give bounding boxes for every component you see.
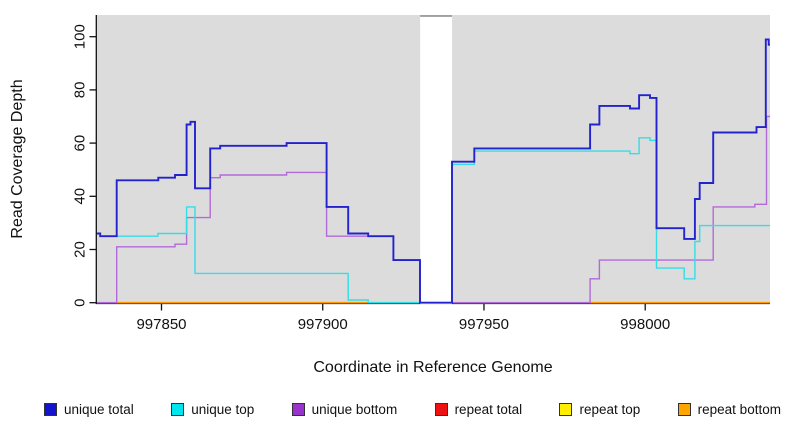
legend: unique total unique top unique bottom repea… bbox=[44, 398, 781, 420]
legend-item-repeat-total: repeat total bbox=[434, 401, 523, 417]
legend-swatch-icon bbox=[171, 402, 185, 416]
legend-label: repeat bottom bbox=[697, 401, 781, 417]
legend-item-unique-total: unique total bbox=[44, 402, 134, 417]
x-axis-title: Coordinate in Reference Genome bbox=[313, 359, 552, 376]
legend-label: repeat total bbox=[454, 401, 523, 417]
legend-swatch-icon bbox=[559, 402, 573, 416]
series-unique-bottom bbox=[97, 115, 770, 304]
y-tick-label: 20 bbox=[72, 241, 89, 258]
x-tick-label: 997900 bbox=[298, 316, 348, 333]
y-tick-label: 80 bbox=[72, 82, 89, 99]
y-tick-label: 40 bbox=[72, 188, 89, 205]
legend-item-repeat-bottom: repeat bottom bbox=[677, 401, 781, 417]
legend-label: unique bottom bbox=[311, 401, 398, 417]
legend-item-repeat-top: repeat top bbox=[559, 402, 640, 417]
x-tick-label: 997850 bbox=[136, 316, 186, 333]
legend-label: unique total bbox=[64, 401, 134, 417]
y-axis-title: Read Coverage Depth bbox=[9, 79, 26, 238]
legend-item-unique-top: unique top bbox=[171, 402, 254, 417]
y-tick-label: 60 bbox=[72, 135, 89, 152]
coverage-gap-region bbox=[420, 15, 453, 305]
y-tick-label: 0 bbox=[72, 299, 89, 307]
x-tick-label: 998000 bbox=[620, 316, 670, 333]
legend-label: repeat top bbox=[579, 401, 641, 417]
legend-item-unique-bottom: unique bottom bbox=[291, 401, 398, 417]
legend-swatch-icon bbox=[291, 402, 305, 416]
y-tick-label: 100 bbox=[72, 24, 89, 49]
legend-swatch-icon bbox=[44, 402, 57, 416]
legend-swatch-icon bbox=[677, 402, 691, 416]
series-unique-total bbox=[97, 38, 770, 304]
legend-swatch-icon bbox=[434, 402, 448, 416]
x-tick-label: 997950 bbox=[459, 316, 509, 333]
legend-label: unique top bbox=[191, 401, 255, 417]
